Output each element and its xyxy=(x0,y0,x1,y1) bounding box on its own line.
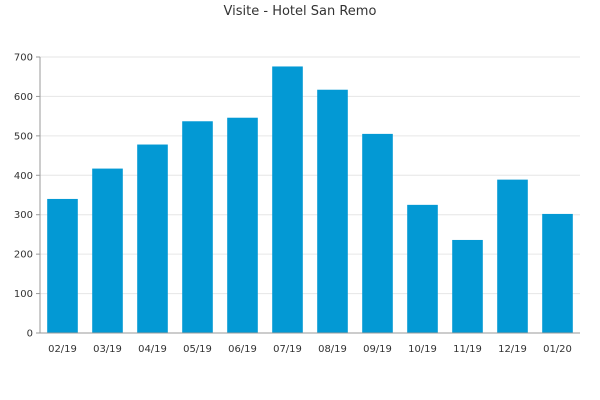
x-tick-label: 01/20 xyxy=(543,344,572,355)
bar xyxy=(47,198,78,333)
y-tick-label: 700 xyxy=(14,53,33,64)
bar xyxy=(317,89,348,334)
x-tick-label: 04/19 xyxy=(138,344,167,355)
x-tick-label: 03/19 xyxy=(93,344,122,355)
x-tick-label: 02/19 xyxy=(48,344,77,355)
y-tick-label: 200 xyxy=(14,250,33,261)
x-tick-label: 06/19 xyxy=(228,344,257,355)
bar xyxy=(92,168,123,333)
x-tick-label: 08/19 xyxy=(318,344,347,355)
bar xyxy=(407,204,438,333)
y-tick-label: 300 xyxy=(14,210,33,221)
x-tick-label: 09/19 xyxy=(363,344,392,355)
y-tick-label: 0 xyxy=(27,329,33,340)
y-tick-label: 100 xyxy=(14,289,33,300)
bar xyxy=(137,144,168,333)
bar xyxy=(452,239,483,333)
x-tick-label: 12/19 xyxy=(498,344,527,355)
x-tick-label: 10/19 xyxy=(408,344,437,355)
y-tick-label: 400 xyxy=(14,171,33,182)
x-tick-label: 05/19 xyxy=(183,344,212,355)
bar xyxy=(497,179,528,333)
bar xyxy=(227,117,258,333)
bar xyxy=(182,121,213,333)
x-tick-label: 11/19 xyxy=(453,344,482,355)
y-tick-label: 600 xyxy=(14,92,33,103)
chart-title: Visite - Hotel San Remo xyxy=(223,4,377,19)
bar xyxy=(542,213,573,333)
bar xyxy=(272,66,303,333)
bar xyxy=(362,133,393,333)
y-tick-label: 500 xyxy=(14,131,33,142)
x-tick-label: 07/19 xyxy=(273,344,302,355)
